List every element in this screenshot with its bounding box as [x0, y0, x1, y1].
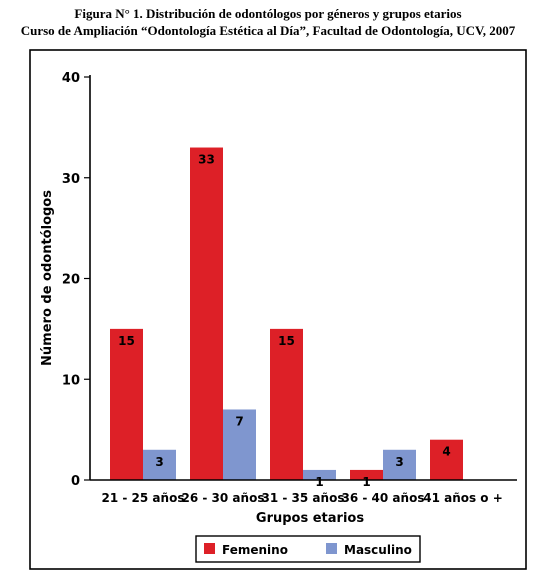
legend-label-femenino: Femenino: [222, 543, 288, 557]
bar-femenino-2: [190, 147, 223, 480]
y-tick-label: 40: [62, 71, 80, 86]
legend-swatch-masculino: [326, 543, 337, 554]
bar-masculino-4: [383, 449, 416, 480]
bar-femenino-3: [270, 328, 303, 480]
bar-femenino-4: [350, 469, 383, 480]
bar-masculino-1: [143, 449, 176, 480]
y-axis-label: Número de odontólogos: [40, 190, 55, 366]
data-label-masculino-4: 3: [395, 455, 403, 469]
bar-masculino-2: [223, 409, 256, 480]
bar-femenino-1: [110, 328, 143, 480]
chart-title-line-2: Curso de Ampliación “Odontología Estétic…: [20, 23, 516, 38]
legend: Femenino Masculino: [195, 535, 421, 563]
y-tick-label: 10: [62, 373, 80, 388]
data-labels-layer: 15 33 15 1 4 3 7 1 3: [118, 153, 451, 489]
x-tick-label: 31 - 35 años: [262, 491, 345, 505]
data-label-femenino-5: 4: [442, 445, 450, 459]
x-axis-label: Grupos etarios: [256, 511, 364, 526]
x-tick-label: 26 - 30 años: [182, 491, 265, 505]
y-tick-label: 30: [62, 172, 80, 187]
bar-femenino-5: [430, 439, 463, 480]
legend-swatch-femenino: [204, 543, 215, 554]
y-tick-label: 0: [71, 474, 80, 489]
legend-box: [195, 535, 421, 563]
data-label-masculino-3: 1: [315, 475, 323, 489]
data-label-masculino-1: 3: [155, 455, 163, 469]
bar-masculino-3: [303, 469, 336, 480]
data-label-femenino-1: 15: [118, 334, 135, 348]
y-tick-label: 20: [62, 273, 80, 288]
data-label-masculino-2: 7: [235, 414, 243, 428]
x-tick-label: 36 - 40 años: [342, 491, 425, 505]
x-tick-label: 41 años o +: [423, 491, 503, 505]
legend-label-masculino: Masculino: [344, 543, 412, 557]
chart-frame: [29, 49, 527, 570]
x-tick-label: 21 - 25 años: [102, 491, 185, 505]
data-label-femenino-3: 15: [278, 334, 295, 348]
chart-title-line-1: Figura N° 1. Distribución de odontólogos…: [74, 6, 462, 21]
bars-layer: [110, 147, 463, 480]
data-label-femenino-4: 1: [362, 475, 370, 489]
data-label-femenino-2: 33: [198, 153, 215, 167]
